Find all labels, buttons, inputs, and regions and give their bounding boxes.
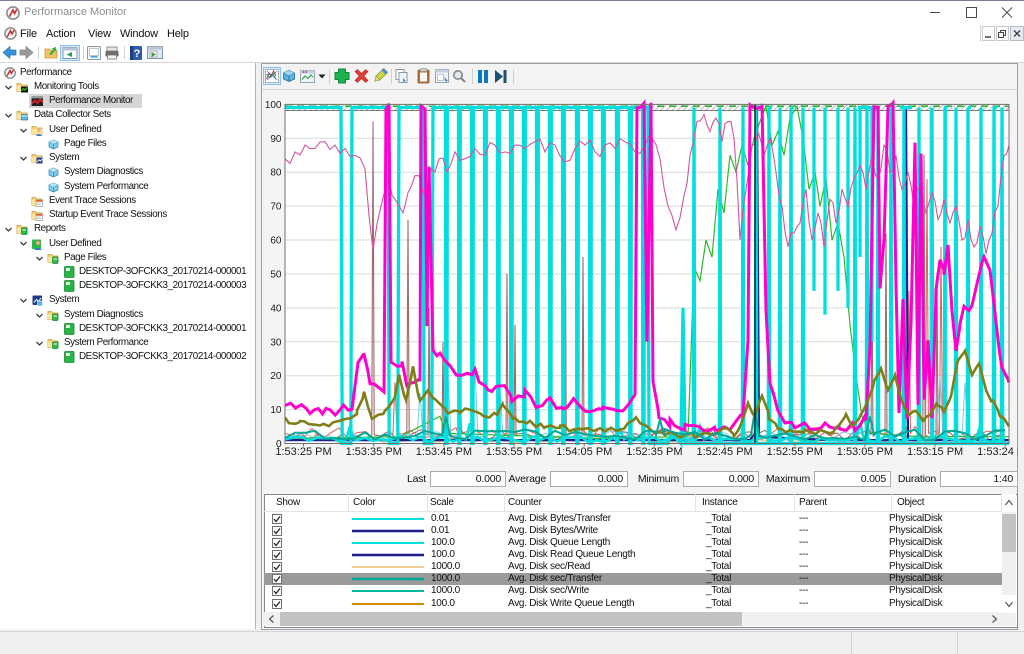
svg-text:1:53:45 PM: 1:53:45 PM (416, 446, 472, 458)
svg-text:40: 40 (270, 303, 282, 314)
svg-text:1:52:35 PM: 1:52:35 PM (626, 446, 682, 458)
svg-text:30: 30 (270, 337, 282, 348)
svg-text:1:53:24 PM: 1:53:24 PM (977, 446, 1018, 458)
svg-text:1:53:05 PM: 1:53:05 PM (837, 446, 893, 458)
svg-text:1:54:05 PM: 1:54:05 PM (556, 446, 612, 458)
svg-text:1:53:15 PM: 1:53:15 PM (907, 446, 963, 458)
svg-text:?: ? (134, 48, 141, 60)
svg-text:20: 20 (270, 371, 282, 382)
svg-text:0: 0 (276, 439, 282, 450)
svg-text:90: 90 (270, 134, 282, 145)
svg-text:1:53:55 PM: 1:53:55 PM (486, 446, 542, 458)
svg-text:1:53:35 PM: 1:53:35 PM (346, 446, 402, 458)
svg-text:100: 100 (265, 100, 282, 111)
svg-text:60: 60 (270, 236, 282, 247)
svg-text:1:53:25 PM: 1:53:25 PM (275, 446, 331, 458)
svg-text:1:52:45 PM: 1:52:45 PM (696, 446, 752, 458)
svg-text:10: 10 (270, 405, 282, 416)
svg-text:50: 50 (270, 269, 282, 280)
svg-text:80: 80 (270, 168, 282, 179)
svg-text:1:52:55 PM: 1:52:55 PM (767, 446, 823, 458)
svg-text:70: 70 (270, 202, 282, 213)
